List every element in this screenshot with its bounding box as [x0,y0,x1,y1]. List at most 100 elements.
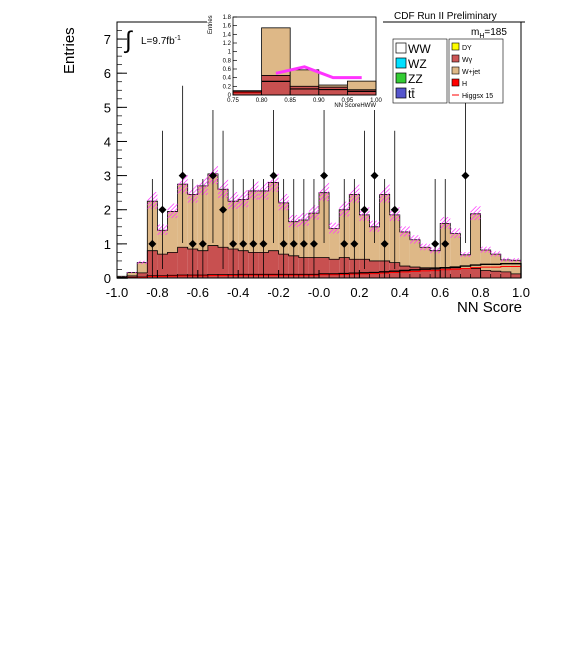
x-tick-label: -0.8 [146,285,168,300]
legend-swatch-left [395,87,407,99]
data-point [249,239,258,248]
data-point [259,239,268,248]
bar-wjet [480,250,491,271]
inset-y-tick-label: 1.4 [223,32,232,38]
bar-wjet [127,272,138,276]
y-tick-label: 1 [104,237,111,252]
legend-swatch-right [451,54,460,63]
uncertainty-hatch [339,201,350,217]
bar-wgamma [319,257,330,278]
bar-wgamma [450,267,461,278]
bar-wjet [500,259,511,272]
title-box [389,8,519,22]
uncertainty-hatch [177,174,188,194]
inset-x-tick-label: 0.95 [342,98,354,104]
uncertainty-hatch [258,181,269,200]
uncertainty-hatch [500,257,511,262]
inset-bar-wjet [289,69,320,87]
x-tick-label: 0.6 [431,285,449,300]
inset-y-tick-label: 0.6 [223,67,232,73]
uncertainty-hatch [430,247,441,254]
inset-frame [232,16,377,96]
total-outline [116,173,522,278]
inset-bar-wgamma [318,86,348,96]
bar-wjet [117,276,128,278]
x-tick-label: -0.4 [227,285,249,300]
uncertainty-hatch [329,222,340,234]
bar-wjet [399,231,410,267]
uncertainty-hatch [359,207,370,222]
uncertainty-hatch [197,176,208,196]
data-point [229,239,238,248]
bar-wjet [329,228,340,260]
x-tick-label: 0.8 [472,285,490,300]
data-point [188,239,197,248]
data-point [299,239,308,248]
uncertainty-hatch [127,271,137,274]
bar-wgamma [420,267,431,278]
data-point [208,171,217,180]
uncertainty-hatch [420,243,431,251]
x-tick-label: -1.0 [106,285,128,300]
uncertainty-hatch [288,214,299,228]
inset-y-tick-label: 1.8 [223,15,232,21]
bar-wgamma [268,250,279,278]
uncertainty-hatch [460,252,471,258]
y-tick-label: 7 [104,32,111,47]
data-point [340,239,349,248]
bar-wjet [409,239,420,268]
x-tick-label: -0.6 [187,285,209,300]
legend-label-right: H [462,81,467,88]
bar-wjet [167,211,178,253]
legend-label-right: DY [462,45,472,52]
data-point [461,171,470,180]
legend-label-left: WZ [408,57,427,71]
legend-label-left: tt̄ [408,87,415,101]
data-point [219,205,228,214]
inset-data-line [275,65,362,80]
x-tick-label: 0.4 [391,285,409,300]
uncertainty-hatch [450,228,461,239]
data-point [279,239,288,248]
y-tick-label: 0 [104,271,111,286]
legend-label-left: ZZ [408,72,423,86]
uncertainty-hatch [298,213,309,226]
uncertainty-hatch [490,251,501,257]
uncertainty-hatch [278,193,289,211]
data-point [320,171,329,180]
uncertainty-hatch [218,179,229,199]
bar-wgamma [500,271,511,278]
bar-wgamma [470,268,481,278]
bar-wjet [470,213,481,269]
bar-wgamma [490,271,501,278]
legend-swatch-right [451,66,460,75]
data-point [239,239,248,248]
bar-wjet [420,247,431,268]
uncertainty-hatch [389,207,400,222]
bar-wjet [137,262,148,273]
y-tick-label: 4 [104,134,111,149]
data-point [158,205,167,214]
data-point [390,205,399,214]
inset-y-tick-label: 0.4 [223,76,232,82]
bar-wgamma [389,262,400,278]
bar-wgamma [177,247,188,278]
chart-title: CDF Run II Preliminary [394,11,497,22]
inset-x-axis-label: NN ScoreHWW [334,103,376,109]
uncertainty-hatch [480,246,491,253]
bar-wgamma [329,259,340,278]
bar-wjet [369,226,380,261]
inset-y-tick-label: 1.2 [223,41,232,47]
data-point [198,239,207,248]
inset-y-tick-label: 0 [228,93,232,99]
uncertainty-hatch [268,173,279,192]
x-tick-label: -0.0 [308,285,330,300]
bar-wjet [510,260,521,274]
bar-wjet [460,254,471,269]
bar-wgamma [510,273,521,278]
x-tick-label: -0.2 [267,285,289,300]
legend-label-left: WW [408,42,431,56]
inset-bar-wgamma [289,85,320,96]
